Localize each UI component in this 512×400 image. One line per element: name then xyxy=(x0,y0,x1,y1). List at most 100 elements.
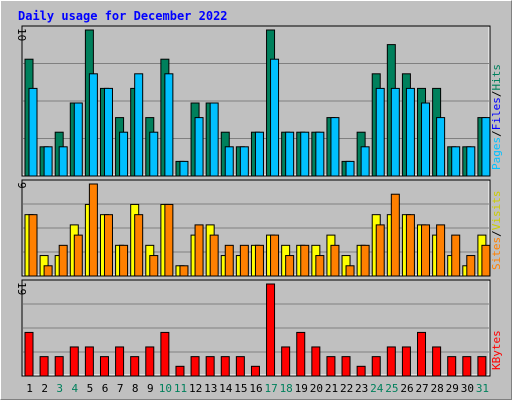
bar-kbytes-11 xyxy=(175,365,185,377)
chart-title: Daily usage for December 2022 xyxy=(18,9,228,23)
bar-sites-23 xyxy=(360,244,370,277)
x-tick-label-24: 24 xyxy=(370,382,384,395)
bar-sites-1 xyxy=(28,214,38,277)
x-tick-label-4: 4 xyxy=(72,382,79,395)
bar-sites-21 xyxy=(330,244,340,277)
bar-kbytes-29 xyxy=(447,356,457,377)
bar-files-3 xyxy=(58,146,68,177)
bar-sites-27 xyxy=(421,224,431,277)
bar-files-7 xyxy=(119,131,129,177)
bar-sites-17 xyxy=(270,234,280,277)
bar-kbytes-19 xyxy=(296,331,306,377)
x-tick-label-28: 28 xyxy=(431,382,444,395)
bar-files-19 xyxy=(300,131,310,177)
bar-sites-13 xyxy=(209,234,219,277)
bar-files-8 xyxy=(134,73,144,177)
x-tick-label-7: 7 xyxy=(117,382,124,395)
bar-files-21 xyxy=(330,117,340,177)
x-tick-label-8: 8 xyxy=(132,382,139,395)
bar-kbytes-12 xyxy=(190,356,200,377)
bar-sites-2 xyxy=(43,265,53,277)
x-tick-label-15: 15 xyxy=(234,382,247,395)
bar-kbytes-23 xyxy=(356,365,366,377)
bar-sites-5 xyxy=(88,183,98,277)
bar-sites-7 xyxy=(119,244,129,277)
bar-kbytes-13 xyxy=(205,356,215,377)
bar-files-13 xyxy=(209,102,219,177)
bar-sites-10 xyxy=(164,203,174,277)
bar-files-23 xyxy=(360,146,370,177)
right-label-pages: Pages xyxy=(490,137,503,170)
bar-kbytes-14 xyxy=(220,356,230,377)
bar-sites-3 xyxy=(58,244,68,277)
bar-kbytes-15 xyxy=(235,356,245,377)
bar-files-4 xyxy=(73,102,83,177)
bar-sites-11 xyxy=(179,265,189,277)
bar-sites-14 xyxy=(224,244,234,277)
right-label-hits-files-pages: Pages/Files/Hits xyxy=(490,64,503,170)
bar-files-28 xyxy=(436,117,446,177)
bar-kbytes-2 xyxy=(39,356,49,377)
x-tick-label-16: 16 xyxy=(249,382,262,395)
x-tick-label-30: 30 xyxy=(461,382,474,395)
right-label-hits: Hits xyxy=(490,64,503,91)
bar-kbytes-25 xyxy=(386,346,396,377)
bar-files-6 xyxy=(103,87,113,177)
bar-sites-18 xyxy=(285,255,295,277)
x-tick-label-2: 2 xyxy=(41,382,48,395)
bar-sites-24 xyxy=(375,224,385,277)
bar-sites-8 xyxy=(134,214,144,277)
bar-files-18 xyxy=(285,131,295,177)
bar-sites-19 xyxy=(300,244,310,277)
right-label-kbytes: KBytes xyxy=(490,330,503,370)
bar-sites-26 xyxy=(405,214,415,277)
x-tick-label-27: 27 xyxy=(415,382,428,395)
bar-files-12 xyxy=(194,117,204,177)
x-tick-label-1: 1 xyxy=(26,382,33,395)
bar-kbytes-30 xyxy=(462,356,472,377)
bar-files-25 xyxy=(390,87,400,177)
bar-kbytes-7 xyxy=(115,346,125,377)
bar-kbytes-3 xyxy=(54,356,64,377)
bar-kbytes-9 xyxy=(145,346,155,377)
bar-kbytes-27 xyxy=(417,331,427,377)
x-tick-label-22: 22 xyxy=(340,382,353,395)
bar-files-9 xyxy=(149,131,159,177)
x-tick-label-31: 31 xyxy=(476,382,489,395)
bar-sites-30 xyxy=(466,255,476,277)
y-max-label: 10 xyxy=(15,28,28,41)
bar-sites-6 xyxy=(103,214,113,277)
bar-kbytes-31 xyxy=(477,356,487,377)
bar-kbytes-24 xyxy=(371,356,381,377)
bar-kbytes-21 xyxy=(326,356,336,377)
bar-kbytes-4 xyxy=(69,346,79,377)
bar-kbytes-20 xyxy=(311,346,321,377)
bar-files-17 xyxy=(270,58,280,177)
right-label-separator: / xyxy=(490,230,503,237)
bar-kbytes-28 xyxy=(432,346,442,377)
bar-files-20 xyxy=(315,131,325,177)
x-tick-label-23: 23 xyxy=(355,382,368,395)
bar-kbytes-5 xyxy=(84,346,94,377)
bar-kbytes-26 xyxy=(401,346,411,377)
bar-sites-28 xyxy=(436,224,446,277)
bar-files-2 xyxy=(43,146,53,177)
x-tick-label-26: 26 xyxy=(400,382,413,395)
bar-files-14 xyxy=(224,146,234,177)
x-tick-label-5: 5 xyxy=(87,382,94,395)
right-label-separator: / xyxy=(490,91,503,98)
bar-sites-31 xyxy=(481,244,491,277)
bar-sites-9 xyxy=(149,255,159,277)
bar-kbytes-18 xyxy=(281,346,291,377)
bar-sites-20 xyxy=(315,255,325,277)
x-tick-label-19: 19 xyxy=(295,382,308,395)
right-label-visits: Visits xyxy=(490,191,503,231)
bar-sites-29 xyxy=(451,234,461,277)
bar-files-11 xyxy=(179,160,189,177)
x-tick-label-14: 14 xyxy=(219,382,233,395)
bar-sites-4 xyxy=(73,234,83,277)
bar-kbytes-17 xyxy=(266,283,276,377)
right-label-kbytes: KBytes xyxy=(490,330,503,370)
bar-files-5 xyxy=(88,73,98,177)
